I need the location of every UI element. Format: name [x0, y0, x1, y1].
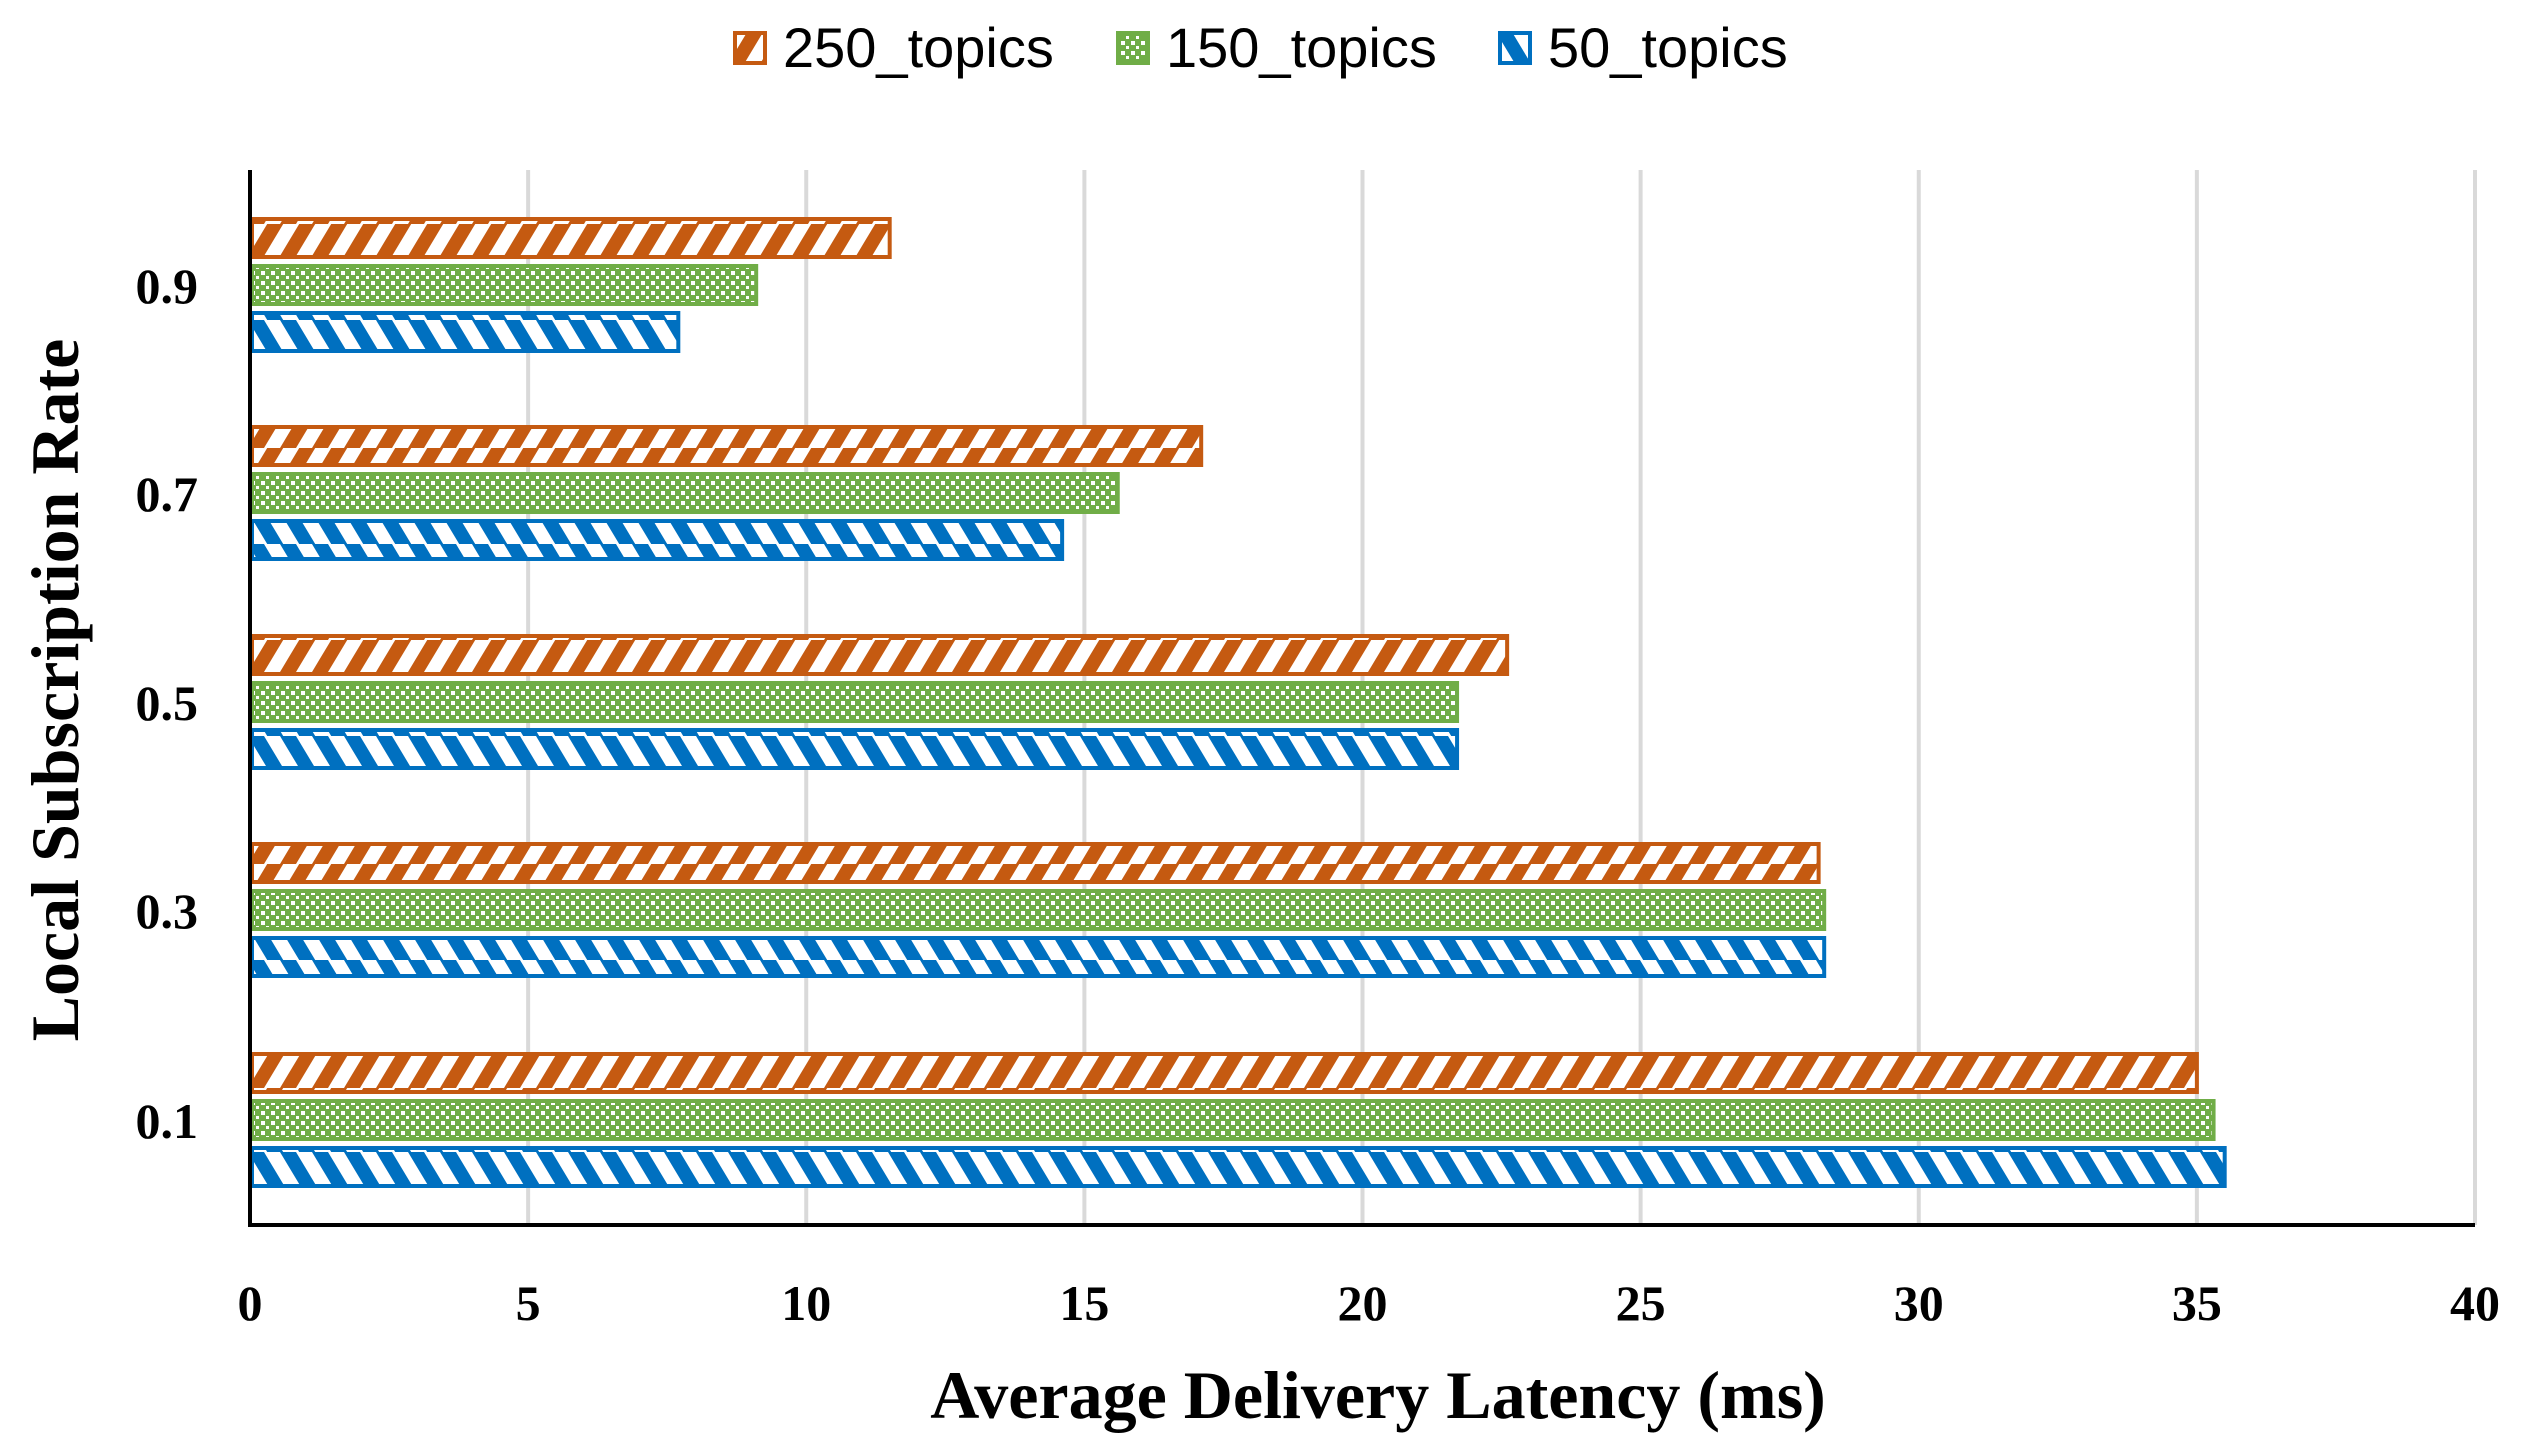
y-tick-labels: 0.1 0.3 0.5 0.7 0.9: [136, 258, 199, 1149]
bar-50_topics-0.5: [250, 728, 1460, 770]
legend-item-250_topics: 250_topics: [733, 16, 1054, 79]
y-tick-0.1: 0.1: [136, 1093, 199, 1149]
bar-250_topics-0.5: [250, 634, 1510, 676]
legend-item-150_topics: 150_topics: [1116, 16, 1437, 79]
legend: 250_topics 150_topics 50_topics: [733, 16, 1788, 79]
x-tick-20: 20: [1338, 1275, 1388, 1331]
x-tick-0: 0: [238, 1275, 263, 1331]
x-tick-5: 5: [516, 1275, 541, 1331]
x-tick-35: 35: [2172, 1275, 2222, 1331]
legend-swatch-50_topics: [1498, 31, 1532, 65]
legend-label-50_topics: 50_topics: [1548, 16, 1788, 79]
legend-label-150_topics: 150_topics: [1166, 16, 1437, 79]
bar-250_topics-0.9: [250, 217, 892, 259]
y-tick-0.5: 0.5: [136, 675, 199, 731]
axes: [248, 170, 2475, 1227]
y-tick-0.3: 0.3: [136, 883, 199, 939]
x-tick-40: 40: [2450, 1275, 2500, 1331]
legend-label-250_topics: 250_topics: [783, 16, 1054, 79]
x-tick-25: 25: [1616, 1275, 1666, 1331]
x-axis-title: Average Delivery Latency (ms): [930, 1357, 1826, 1433]
bar-50_topics-0.7: [250, 519, 1065, 561]
legend-swatch-250_topics: [733, 31, 767, 65]
y-axis-title: Local Subscription Rate: [17, 339, 93, 1042]
x-tick-30: 30: [1894, 1275, 1944, 1331]
legend-item-50_topics: 50_topics: [1498, 16, 1788, 79]
bar-250_topics-0.3: [250, 842, 1821, 884]
bar-150_topics-0.7: [250, 472, 1120, 514]
bar-150_topics-0.1: [250, 1099, 2216, 1141]
x-tick-labels: 0 5 10 15 20 25 30 35 40: [238, 1275, 2501, 1331]
x-tick-10: 10: [781, 1275, 831, 1331]
bar-150_topics-0.3: [250, 889, 1827, 931]
bar-150_topics-0.9: [250, 264, 759, 306]
bar-150_topics-0.5: [250, 681, 1460, 723]
bar-50_topics-0.3: [250, 936, 1827, 978]
x-tick-15: 15: [1059, 1275, 1109, 1331]
bar-50_topics-0.1: [250, 1146, 2227, 1188]
legend-swatch-150_topics: [1116, 31, 1150, 65]
bar-250_topics-0.7: [250, 425, 1204, 467]
bar-250_topics-0.1: [250, 1052, 2199, 1094]
bar-50_topics-0.9: [250, 311, 681, 353]
y-tick-0.7: 0.7: [136, 466, 199, 522]
y-tick-0.9: 0.9: [136, 258, 199, 314]
bars: [250, 217, 2227, 1188]
